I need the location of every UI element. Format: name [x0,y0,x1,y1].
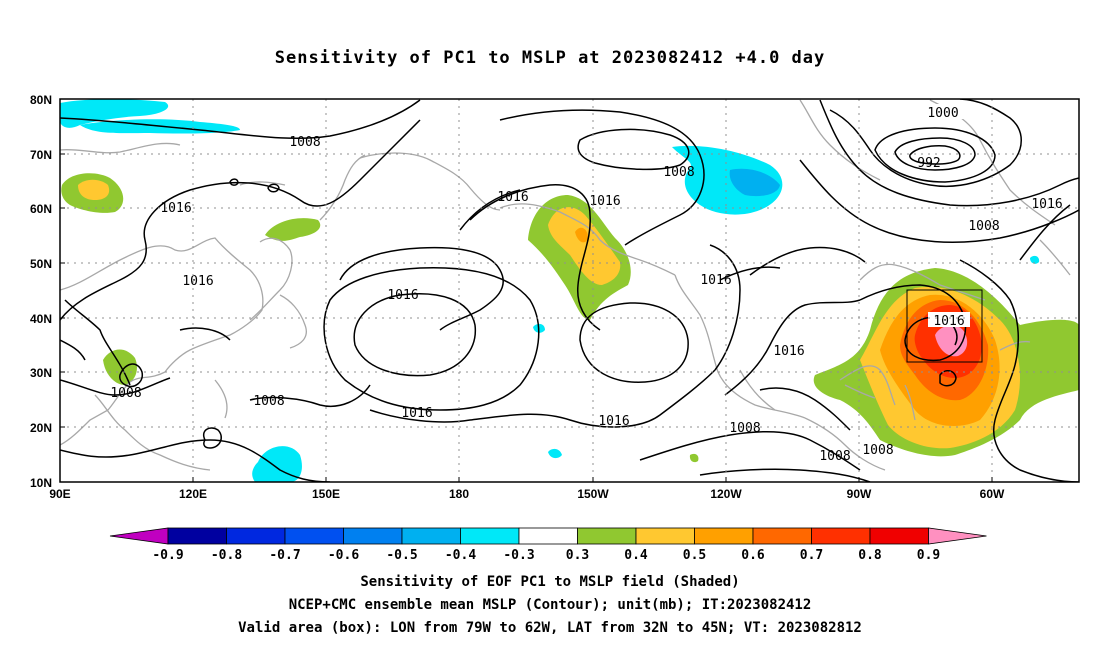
footer-line-2: NCEP+CMC ensemble mean MSLP (Contour); u… [288,597,812,613]
contour-label: 1016 [401,406,432,421]
contour-label: 1016 [773,344,804,359]
colorbar-swatch [460,527,520,545]
contour-label: 1008 [729,421,760,436]
lat-label: 30N [30,366,52,380]
contour-label: 1016 [589,194,620,209]
colorbar-swatch [518,527,578,545]
graticule [60,99,1079,482]
colorbar-label: 0.8 [858,548,882,563]
colorbar-swatch [635,527,695,545]
lat-label: 80N [30,93,52,107]
shade-negative-small-3 [1030,255,1040,264]
contour-label: 1016 [1031,197,1062,212]
footer-line-1: Sensitivity of EOF PC1 to MSLP field (Sh… [360,574,740,590]
longitude-labels: 90E 120E 150E 180 150W 120W 90W 60W [49,487,1005,501]
contour-label: 1016 [387,288,418,303]
shade-negative-pacific-tropics [252,446,302,482]
contour-label: 1008 [819,449,850,464]
lat-label: 40N [30,312,52,326]
colorbar-label: 0.3 [566,548,589,563]
colorbar-swatch [401,527,461,545]
contour-label: 1008 [253,394,284,409]
contour-label: 1008 [968,219,999,234]
shade-negative-arctic [60,99,169,128]
contour-labels: 1008 1016 1016 1016 1008 1016 1016 1016 … [110,104,1063,464]
contour-label-bg [928,312,970,327]
colorbar-label: -0.9 [152,548,183,563]
axis-ticks [60,98,993,483]
colorbar-label: -0.7 [269,548,300,563]
colorbar-high-tip [928,527,987,545]
shade-positive-south-china [103,349,137,385]
lon-label: 120W [710,487,742,501]
mslp-contours [60,99,1079,482]
colorbar-label: 0.5 [683,548,706,563]
lat-label: 10N [30,476,52,490]
contour-label: 1016 [933,314,964,329]
contour-label: 1016 [497,190,528,205]
lon-label: 150E [312,487,340,501]
colorbar-label: 0.7 [800,548,823,563]
latitude-labels: 80N 70N 60N 50N 40N 30N 20N 10N [30,93,52,490]
colorbar-swatch [167,527,227,545]
colorbar-label: -0.5 [386,548,417,563]
contour-label: 1016 [598,414,629,429]
lon-label: 150W [577,487,609,501]
map-area: 1008 1016 1016 1016 1008 1016 1016 1016 … [60,99,1079,482]
colorbar-swatch [694,527,754,545]
lat-label: 50N [30,257,52,271]
colorbar-label: 0.9 [917,548,940,563]
contour-label: 992 [917,156,940,171]
contour-label: 1008 [663,165,694,180]
colorbar-label: -0.6 [328,548,359,563]
shade-positive-pacific-05 [575,227,588,243]
colorbar-label: -0.4 [445,548,476,563]
colorbar-swatch [577,527,637,545]
colorbar-swatch [343,527,403,545]
shade-negative-bering [672,145,783,215]
lon-label: 120E [179,487,207,501]
colorbar-swatch [226,527,286,545]
contour-label: 1000 [927,106,958,121]
shade-positive-japan-sea [265,218,321,241]
contour-label: 1008 [862,443,893,458]
footer-line-3: Valid area (box): LON from 79W to 62W, L… [238,620,862,636]
colorbar-swatch [752,527,812,545]
shade-positive-pacific-04 [548,207,621,285]
contour-label-bg [920,104,966,119]
colorbar-swatch [811,527,871,545]
colorbar-label: 0.6 [741,548,765,563]
shade-positive-west-coast [689,453,699,463]
lat-label: 70N [30,148,52,162]
contour-label: 1016 [182,274,213,289]
colorbar-label: -0.8 [211,548,242,563]
lat-label: 60N [30,202,52,216]
shade-negative-small-2 [548,448,562,459]
colorbar-swatch [869,527,929,545]
valid-area-box [906,289,983,363]
contour-label: 1016 [700,273,731,288]
map-frame [59,98,1080,483]
colorbar-label: 0.4 [624,548,648,563]
contour-label: 1008 [110,386,141,401]
colorbar-label: -0.3 [503,548,534,563]
colorbar-swatch [284,527,344,545]
shade-positive-ne-asia-04 [78,179,110,200]
contour-label: 1008 [289,135,320,150]
lon-label: 90W [847,487,872,501]
colorbar: -0.9 -0.8 -0.7 -0.6 -0.5 -0.4 -0.3 0.3 0.4 0.5 0.6… [109,527,987,563]
contour-label: 1016 [160,201,191,216]
lon-label: 90E [49,487,70,501]
colorbar-low-tip [109,527,169,545]
lon-label: 60W [980,487,1005,501]
shade-negative-bering-05 [729,168,780,197]
lon-label: 180 [449,487,469,501]
lat-label: 20N [30,421,52,435]
chart-title: Sensitivity of PC1 to MSLP at 2023082412… [274,48,826,68]
